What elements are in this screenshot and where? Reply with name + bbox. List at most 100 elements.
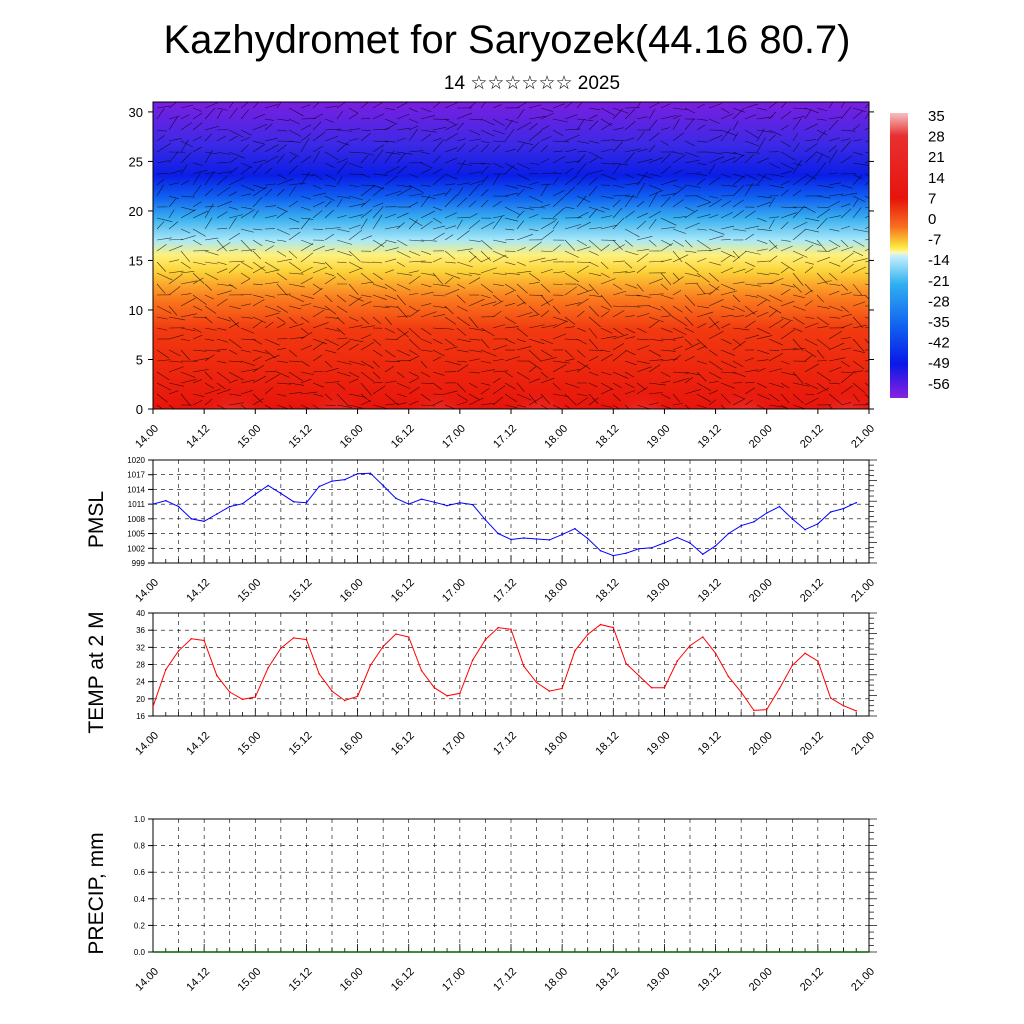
wind-barb — [528, 324, 545, 329]
wind-barb — [228, 322, 240, 329]
wind-barb — [456, 182, 471, 186]
wind-barb — [372, 144, 385, 153]
wind-barb — [564, 149, 577, 153]
wind-barb — [576, 150, 587, 153]
wind-barb — [696, 214, 711, 219]
wind-barb — [732, 107, 745, 120]
wind-barb — [504, 164, 515, 175]
wind-barb — [624, 120, 636, 131]
wind-barb — [324, 393, 333, 401]
wind-barb — [684, 294, 696, 306]
pmsl-series-point — [778, 505, 781, 508]
wind-barb — [528, 206, 546, 209]
wind-barb — [492, 239, 507, 244]
wind-barb — [708, 135, 722, 142]
wind-barb — [804, 239, 821, 246]
wind-barb — [192, 169, 208, 175]
wind-barb — [840, 313, 853, 318]
wind-barb — [324, 367, 339, 373]
wind-barb — [588, 169, 604, 175]
wind-barb — [156, 135, 165, 142]
wind-barb — [576, 239, 588, 247]
wind-barb — [348, 138, 359, 142]
wind-barb — [300, 206, 311, 211]
wind-barb — [300, 360, 310, 367]
pmsl-series-point — [241, 502, 244, 505]
wind-barb — [276, 316, 286, 323]
wind-barb — [216, 162, 228, 164]
wind-barb — [228, 214, 243, 219]
wind-barb — [420, 195, 431, 208]
temp-series-point — [395, 633, 397, 635]
x-tick-label: 21.00 — [849, 577, 877, 605]
wind-barb — [300, 378, 312, 384]
wind-barb — [384, 225, 401, 230]
wind-barb — [444, 277, 454, 285]
wind-barb — [852, 349, 866, 353]
temp-series-point — [356, 695, 359, 698]
wind-barb — [360, 154, 369, 164]
wind-barb — [180, 139, 189, 153]
wind-barb — [240, 249, 256, 252]
wind-barb — [480, 199, 489, 208]
wind-barb — [816, 239, 827, 252]
wind-barb — [504, 148, 516, 153]
wind-barb — [804, 143, 818, 153]
wind-barb — [168, 404, 175, 409]
wind-barb — [444, 123, 458, 131]
wind-barb — [528, 181, 539, 186]
wind-barb — [756, 173, 767, 186]
wind-barb — [288, 261, 302, 271]
colorbar-label: -42 — [928, 335, 950, 352]
wind-barb — [228, 206, 238, 210]
wind-barb — [612, 290, 626, 296]
wind-barb — [828, 366, 842, 373]
wind-barb — [504, 228, 515, 231]
wind-barb — [588, 177, 598, 186]
wind-barb — [756, 283, 774, 285]
wind-barb — [324, 404, 336, 407]
wind-barb — [312, 266, 327, 274]
wind-barb — [504, 206, 520, 215]
x-tick-label: 15.12 — [287, 966, 315, 994]
wind-barb — [396, 331, 409, 340]
wind-barb — [300, 243, 314, 252]
wind-barb — [864, 160, 869, 164]
colorbar-label: 35 — [928, 108, 945, 125]
wind-barb — [732, 360, 744, 368]
wind-barb — [528, 349, 542, 362]
pmsl-series-point — [817, 522, 819, 525]
wind-barb — [384, 124, 396, 131]
wind-barb — [864, 382, 869, 387]
wind-barb — [780, 348, 798, 351]
wind-barb — [756, 195, 773, 199]
wind-barb — [732, 268, 746, 274]
wind-barb — [168, 170, 182, 175]
wind-barb — [312, 370, 324, 373]
heatmap-x-tick-label: 19.12 — [696, 423, 724, 451]
wind-barbs — [156, 102, 869, 409]
wind-barb — [300, 277, 313, 285]
wind-barb — [252, 283, 263, 286]
wind-barb — [324, 327, 340, 332]
wind-barb — [852, 370, 864, 373]
wind-barb — [804, 338, 818, 346]
wind-barb — [432, 338, 443, 345]
wind-barb — [228, 360, 243, 363]
heatmap-y-tick-label: 0 — [136, 402, 143, 417]
wind-barb — [312, 404, 320, 409]
wind-barb — [396, 315, 409, 318]
pmsl-series-point — [152, 503, 154, 505]
wind-barb — [228, 305, 241, 310]
wind-barb — [660, 349, 676, 352]
y-tick-label: 36 — [136, 626, 145, 635]
wind-barb — [168, 151, 179, 164]
wind-barb — [204, 171, 215, 186]
wind-barb — [540, 107, 554, 112]
wind-barb — [744, 154, 755, 164]
wind-barb — [348, 283, 359, 295]
wind-barb — [780, 382, 790, 389]
wind-barb — [816, 129, 828, 136]
wind-barb — [216, 283, 234, 287]
